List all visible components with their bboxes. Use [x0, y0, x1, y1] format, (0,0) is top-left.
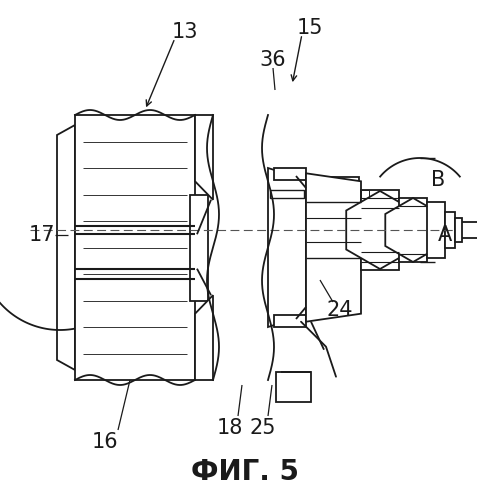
Text: 13: 13 [172, 22, 198, 42]
Bar [274, 315, 306, 327]
Polygon shape [268, 168, 306, 327]
Bar [427, 202, 445, 258]
Text: 15: 15 [297, 18, 323, 38]
Polygon shape [195, 115, 213, 200]
Text: ФИГ. 5: ФИГ. 5 [191, 458, 299, 486]
Bar [308, 178, 359, 192]
Polygon shape [346, 191, 414, 269]
Bar [361, 190, 399, 270]
Text: A: A [438, 225, 452, 245]
Bar [75, 115, 195, 380]
Text: 18: 18 [217, 418, 243, 438]
Text: 16: 16 [92, 432, 118, 452]
Text: 36: 36 [260, 50, 286, 70]
Polygon shape [195, 295, 213, 380]
Text: 17: 17 [29, 225, 55, 245]
Bar [455, 218, 462, 242]
Bar [399, 198, 427, 262]
Bar [276, 372, 311, 402]
Bar [190, 194, 208, 300]
Polygon shape [306, 174, 361, 322]
Bar [445, 212, 455, 248]
Text: 25: 25 [250, 418, 276, 438]
Text: B: B [431, 170, 445, 190]
Polygon shape [57, 125, 75, 370]
Bar [274, 168, 306, 180]
Polygon shape [385, 198, 441, 262]
Bar [270, 190, 304, 198]
Polygon shape [361, 190, 369, 198]
Text: 24: 24 [327, 300, 353, 320]
